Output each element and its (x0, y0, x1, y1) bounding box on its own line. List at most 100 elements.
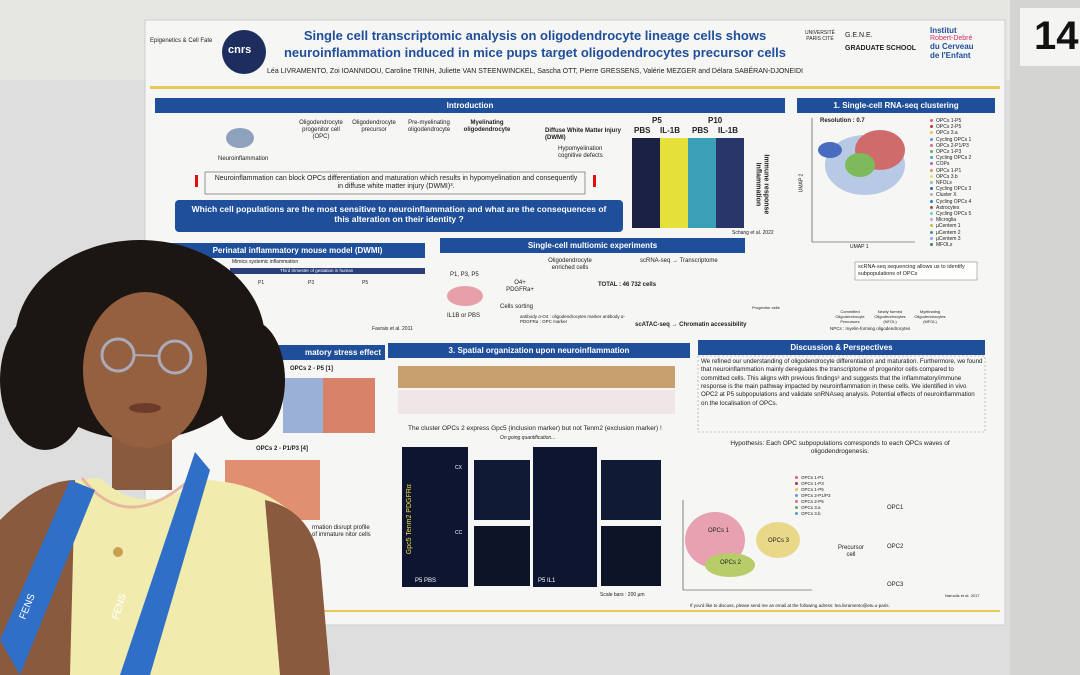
umap-cluster-label: OPCs 3 (768, 538, 790, 544)
legend-swatch (930, 125, 933, 129)
stage-label: Oligodendrocyte precursor (352, 120, 396, 134)
legend-entry: OPCs 1-P1 (795, 475, 824, 480)
lineage-label: Committed Oligodendrocyte Precursors (835, 309, 865, 324)
multiomic-sorting: Cells sorting (500, 304, 534, 310)
heatmap-condition: PBS (634, 126, 651, 135)
multiomic-ages: P1, P3, P5 (450, 272, 479, 278)
legend-label: OPCs 3.a (936, 130, 958, 137)
legend-entry: Cluster X (930, 192, 957, 198)
legend-swatch (930, 168, 933, 172)
section-heading: Introduction (155, 98, 785, 113)
legend-entry: µCentem 1 (930, 223, 961, 229)
region-label: CX (455, 465, 462, 471)
logo-institut-line: Robert-Debré (930, 35, 973, 42)
board-number: 14 (1034, 14, 1079, 58)
legend-entry: OPCs 3.a (795, 505, 821, 510)
legend-entry: Cycling OPCs 5 (930, 211, 971, 217)
legend-label: OPCs 1-P3 (936, 149, 962, 155)
model-subtitle: Mimics systemic inflammation (232, 259, 299, 265)
timeline-day: P3 (308, 280, 315, 286)
multiomic-markers: O4+ PDGFRa+ (506, 280, 534, 294)
sample-label: P5 PBS (415, 578, 437, 584)
opc-label: OPC2 (887, 544, 904, 550)
dwmi-label: Diffuse White Matter Injury (DWMI) (545, 128, 622, 142)
legend-entry: NFOLs (930, 180, 952, 186)
sample-label: P5 IL1 (538, 578, 556, 584)
spatial-statement: The cluster OPCs 2 express Gpc5 (inclusi… (408, 425, 662, 432)
poster-title: Single cell transcriptomic analysis on o… (303, 28, 767, 43)
stage-label: Pre-myelinating oligodendrocyte (407, 120, 451, 134)
stress-panel-label: OPCs 2 - P5 [1] (290, 366, 334, 372)
legend-entry: OPCs 1-P3 (930, 149, 961, 155)
legend-label: µCentem 1 (936, 223, 961, 230)
discussion-paragraph: We refined our understanding of oligoden… (701, 358, 983, 407)
legend-label: µCentem 2 (936, 229, 961, 236)
legend-swatch (930, 174, 933, 178)
opc-label: OPC1 (887, 505, 904, 511)
logo-institut: Institut Robert-Debré du Cerveau de l'En… (930, 26, 974, 60)
logo-lab: Epigenetics & Cell Fate (150, 38, 213, 44)
multiomic-rna: scRNA-seq → Transcriptome (640, 258, 718, 264)
logo-institut-line: de l'Enfant (930, 51, 971, 60)
heatmap-condition: IL-1B (718, 126, 738, 135)
legend-entry: Cycling OPCs 4 (930, 199, 971, 205)
scale-label: Scale bars : 200 µm (600, 592, 645, 598)
legend-label: OPCs 1-P5 (801, 487, 824, 492)
legend-entry: µCentem 3 (930, 236, 961, 242)
contact-note: If you'd like to discuss, please send me… (690, 603, 890, 608)
legend-swatch (795, 506, 798, 509)
lineage-label: Myelinating Oligodendrocytes (MFOL) (914, 309, 946, 324)
legend-swatch (930, 230, 933, 234)
logo-cnrs: cnrs (228, 44, 252, 56)
legend-entry: OPCs 1-P5 (930, 118, 961, 124)
legend-swatch (795, 482, 798, 485)
legend-label: OPCs 1-P1 (936, 167, 962, 174)
legend-label: OPCs 3.b (936, 173, 958, 180)
legend-label: OPCs 3.a (801, 505, 821, 510)
legend-swatch (930, 218, 933, 222)
legend-label: Microglia (936, 217, 957, 224)
legend-entry: Cycling OPCs 3 (930, 186, 971, 192)
person: FENS FENS (0, 240, 330, 675)
legend-entry: OPCs 1-P3 (795, 481, 824, 486)
legend-swatch (930, 162, 933, 166)
stage-label: Oligodendrocyte progenitor cell (OPC) (299, 120, 343, 141)
legend-swatch (930, 212, 933, 215)
stress-panel-label: OPCs 2 - P1/P3 [4] (256, 446, 309, 452)
legend-entry: Cycling OPCs 1 (930, 137, 971, 143)
umap-cluster-label: OPCs 1 (708, 528, 730, 534)
legend-entry: MFOLs (930, 242, 952, 248)
authors: Léa LIVRAMENTO, Zoi IOANNIDOU, Caroline … (267, 68, 803, 75)
legend-label: Cycling OPCs 3 (936, 186, 972, 193)
legend-swatch (930, 131, 933, 135)
legend-label: OPCs 1-P1 (801, 475, 824, 480)
multiomic-treatment: IL1B or PBS (447, 313, 481, 319)
hypothesis: Hypothesis: Each OPC subpopulations corr… (730, 440, 950, 455)
legend-swatch (930, 243, 933, 246)
legend-label: Cycling OPCs 2 (936, 155, 972, 162)
legend-label: NFOLs (936, 180, 952, 186)
axis-label: UMAP 2 (798, 173, 805, 193)
stage-label: Myelinating oligodendrocyte (463, 120, 511, 134)
axis-label: UMAP 1 (850, 244, 869, 250)
logo-graduate: GRADUATE SCHOOL (845, 45, 917, 52)
logo-institut-line: du Cerveau (930, 42, 974, 51)
section-heading: 3. Spatial organization upon neuroinflam… (388, 343, 690, 358)
umap-cluster-label: OPCs 2 (720, 560, 742, 566)
legend-label: Cluster X (936, 192, 957, 199)
citation: Favrais et al. 2011 (372, 326, 413, 332)
heatmap-condition: IL-1B (660, 126, 680, 135)
heatmap-side-label: Immune response Inflammation (754, 154, 770, 215)
multiomic-total: TOTAL : 46 732 cells (598, 282, 657, 288)
section-heading: 1. Single-cell RNA-seq clustering (797, 98, 995, 113)
legend-label: Cycling OPCs 4 (936, 198, 972, 205)
legend-entry: OPCs 1-P1 (930, 168, 961, 174)
legend-swatch (930, 205, 933, 209)
legend-entry: Astrocytes (930, 205, 959, 211)
legend-entry: OPCs 2-P1/P3 (795, 493, 831, 498)
legend-label: OPCs 2-P1/P3 (801, 493, 831, 498)
legend-label: Cycling OPCs 1 (936, 136, 972, 143)
legend-label: OPCs 2-P5 (801, 499, 824, 504)
multiomic-antibodies: antibody α-O4 : oligodendrocytes marker … (520, 314, 626, 325)
